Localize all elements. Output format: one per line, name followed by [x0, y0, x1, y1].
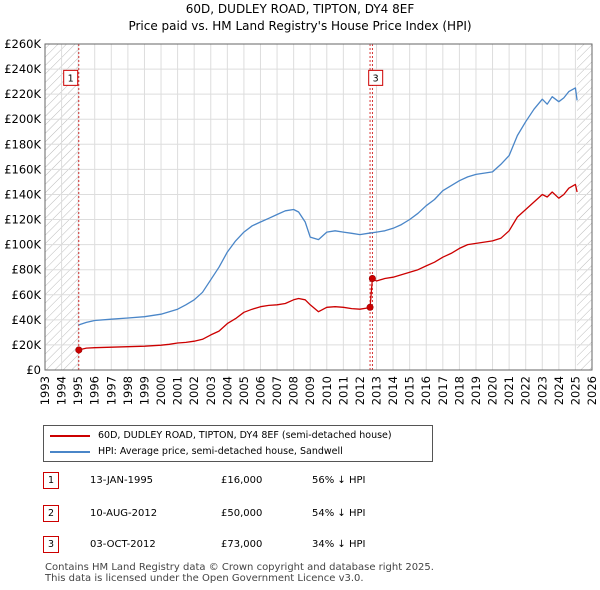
- x-tick-label: 2024: [552, 376, 566, 405]
- y-tick-label: £0: [26, 363, 41, 377]
- x-tick-label: 2020: [486, 376, 500, 405]
- y-tick-label: £60K: [12, 288, 42, 302]
- x-tick-label: 2011: [336, 376, 350, 405]
- chart-subtitle: Price paid vs. HM Land Registry's House …: [128, 19, 472, 33]
- sale-point-3: [368, 274, 376, 282]
- sale-label-box-1: [63, 69, 79, 86]
- y-tick-label: £100K: [4, 238, 41, 252]
- chart-legend: 60D, DUDLEY ROAD, TIPTON, DY4 8EF (semi-…: [43, 425, 433, 462]
- property-price-line: [78, 183, 578, 351]
- sale-hpi-diff: 34% ↓ HPI: [312, 539, 366, 550]
- x-tick-label: 2012: [353, 376, 367, 405]
- x-tick-label: 2006: [253, 376, 267, 405]
- y-tick-label: £40K: [12, 313, 42, 327]
- legend-label-hpi: HPI: Average price, semi-detached house,…: [98, 446, 343, 457]
- sale-date: 10-AUG-2012: [90, 508, 158, 519]
- x-tick-label: 1997: [104, 376, 118, 405]
- sale-point-2: [366, 303, 374, 311]
- legend-swatch-property: [50, 435, 90, 437]
- sale-price: £50,000: [221, 508, 263, 519]
- sale-label-box-3: [368, 69, 384, 86]
- x-tick-label: 2010: [320, 376, 334, 405]
- x-tick-label: 2017: [436, 376, 450, 405]
- sale-hpi-diff: 54% ↓ HPI: [312, 508, 366, 519]
- y-tick-label: £140K: [4, 187, 41, 201]
- sale-marker-2: 2: [43, 505, 59, 522]
- sale-price: £16,000: [221, 475, 263, 486]
- x-tick-label: 2004: [220, 376, 234, 405]
- x-tick-label: 2002: [187, 376, 201, 405]
- x-tick-label: 2018: [452, 376, 466, 405]
- x-tick-label: 1994: [55, 376, 69, 405]
- legend-swatch-hpi: [50, 451, 90, 453]
- y-tick-label: £240K: [4, 62, 41, 76]
- x-tick-label: 2013: [370, 376, 384, 405]
- y-tick-label: £120K: [4, 213, 41, 227]
- x-tick-label: 2019: [469, 376, 483, 405]
- x-tick-label: 2008: [287, 376, 301, 405]
- plot-frame: [44, 43, 593, 371]
- hpi-line: [78, 87, 578, 326]
- x-tick-label: 1998: [121, 376, 135, 405]
- y-tick-label: £260K: [4, 37, 41, 51]
- sale-marker-3: 3: [43, 536, 59, 553]
- x-tick-label: 2007: [270, 376, 284, 405]
- sale-date: 13-JAN-1995: [90, 475, 154, 486]
- x-tick-label: 2003: [204, 376, 218, 405]
- footer-licence: This data is licensed under the Open Gov…: [45, 573, 364, 584]
- hatched-region: [577, 44, 592, 370]
- y-tick-label: £160K: [4, 162, 41, 176]
- footer-attribution: Contains HM Land Registry data © Crown c…: [45, 562, 434, 584]
- sale-point-1: [75, 346, 83, 354]
- sale-date: 03-OCT-2012: [90, 539, 156, 550]
- x-tick-label: 2015: [403, 376, 417, 405]
- x-tick-label: 1996: [88, 376, 102, 405]
- sale-marker-1: 1: [43, 472, 59, 489]
- x-tick-label: 2001: [171, 376, 185, 405]
- x-tick-label: 2025: [568, 376, 582, 405]
- y-tick-label: £180K: [4, 137, 41, 151]
- x-tick-label: 2023: [535, 376, 549, 405]
- x-tick-label: 1999: [137, 376, 151, 405]
- footer-copyright: Contains HM Land Registry data © Crown c…: [45, 562, 434, 573]
- price-chart: £0 £20K £40K £60K £80K £100K £120K £140K £160K £1…: [4, 37, 599, 405]
- x-tick-label: 2014: [386, 376, 400, 405]
- sale-price: £73,000: [221, 539, 263, 550]
- x-tick-label: 2021: [502, 376, 516, 405]
- sale-label-number-1: 1: [68, 73, 74, 84]
- sale-hpi-diff: 56% ↓ HPI: [312, 475, 366, 486]
- y-tick-label: £20K: [12, 338, 42, 352]
- y-tick-label: £220K: [4, 87, 41, 101]
- x-tick-label: 2022: [519, 376, 533, 405]
- x-tick-label: 2009: [303, 376, 317, 405]
- x-tick-label: 2005: [237, 376, 251, 405]
- x-tick-label: 1995: [71, 376, 85, 405]
- y-tick-label: £80K: [12, 263, 42, 277]
- legend-label-property: 60D, DUDLEY ROAD, TIPTON, DY4 8EF (semi-…: [98, 430, 392, 441]
- chart-title-address: 60D, DUDLEY ROAD, TIPTON, DY4 8EF: [185, 2, 415, 16]
- sale-label-number-3: 3: [373, 73, 379, 84]
- x-tick-label: 2026: [585, 376, 599, 405]
- x-tick-label: 1993: [38, 376, 52, 405]
- x-tick-label: 2016: [419, 376, 433, 405]
- y-tick-label: £200K: [4, 112, 41, 126]
- x-tick-label: 2000: [154, 376, 168, 405]
